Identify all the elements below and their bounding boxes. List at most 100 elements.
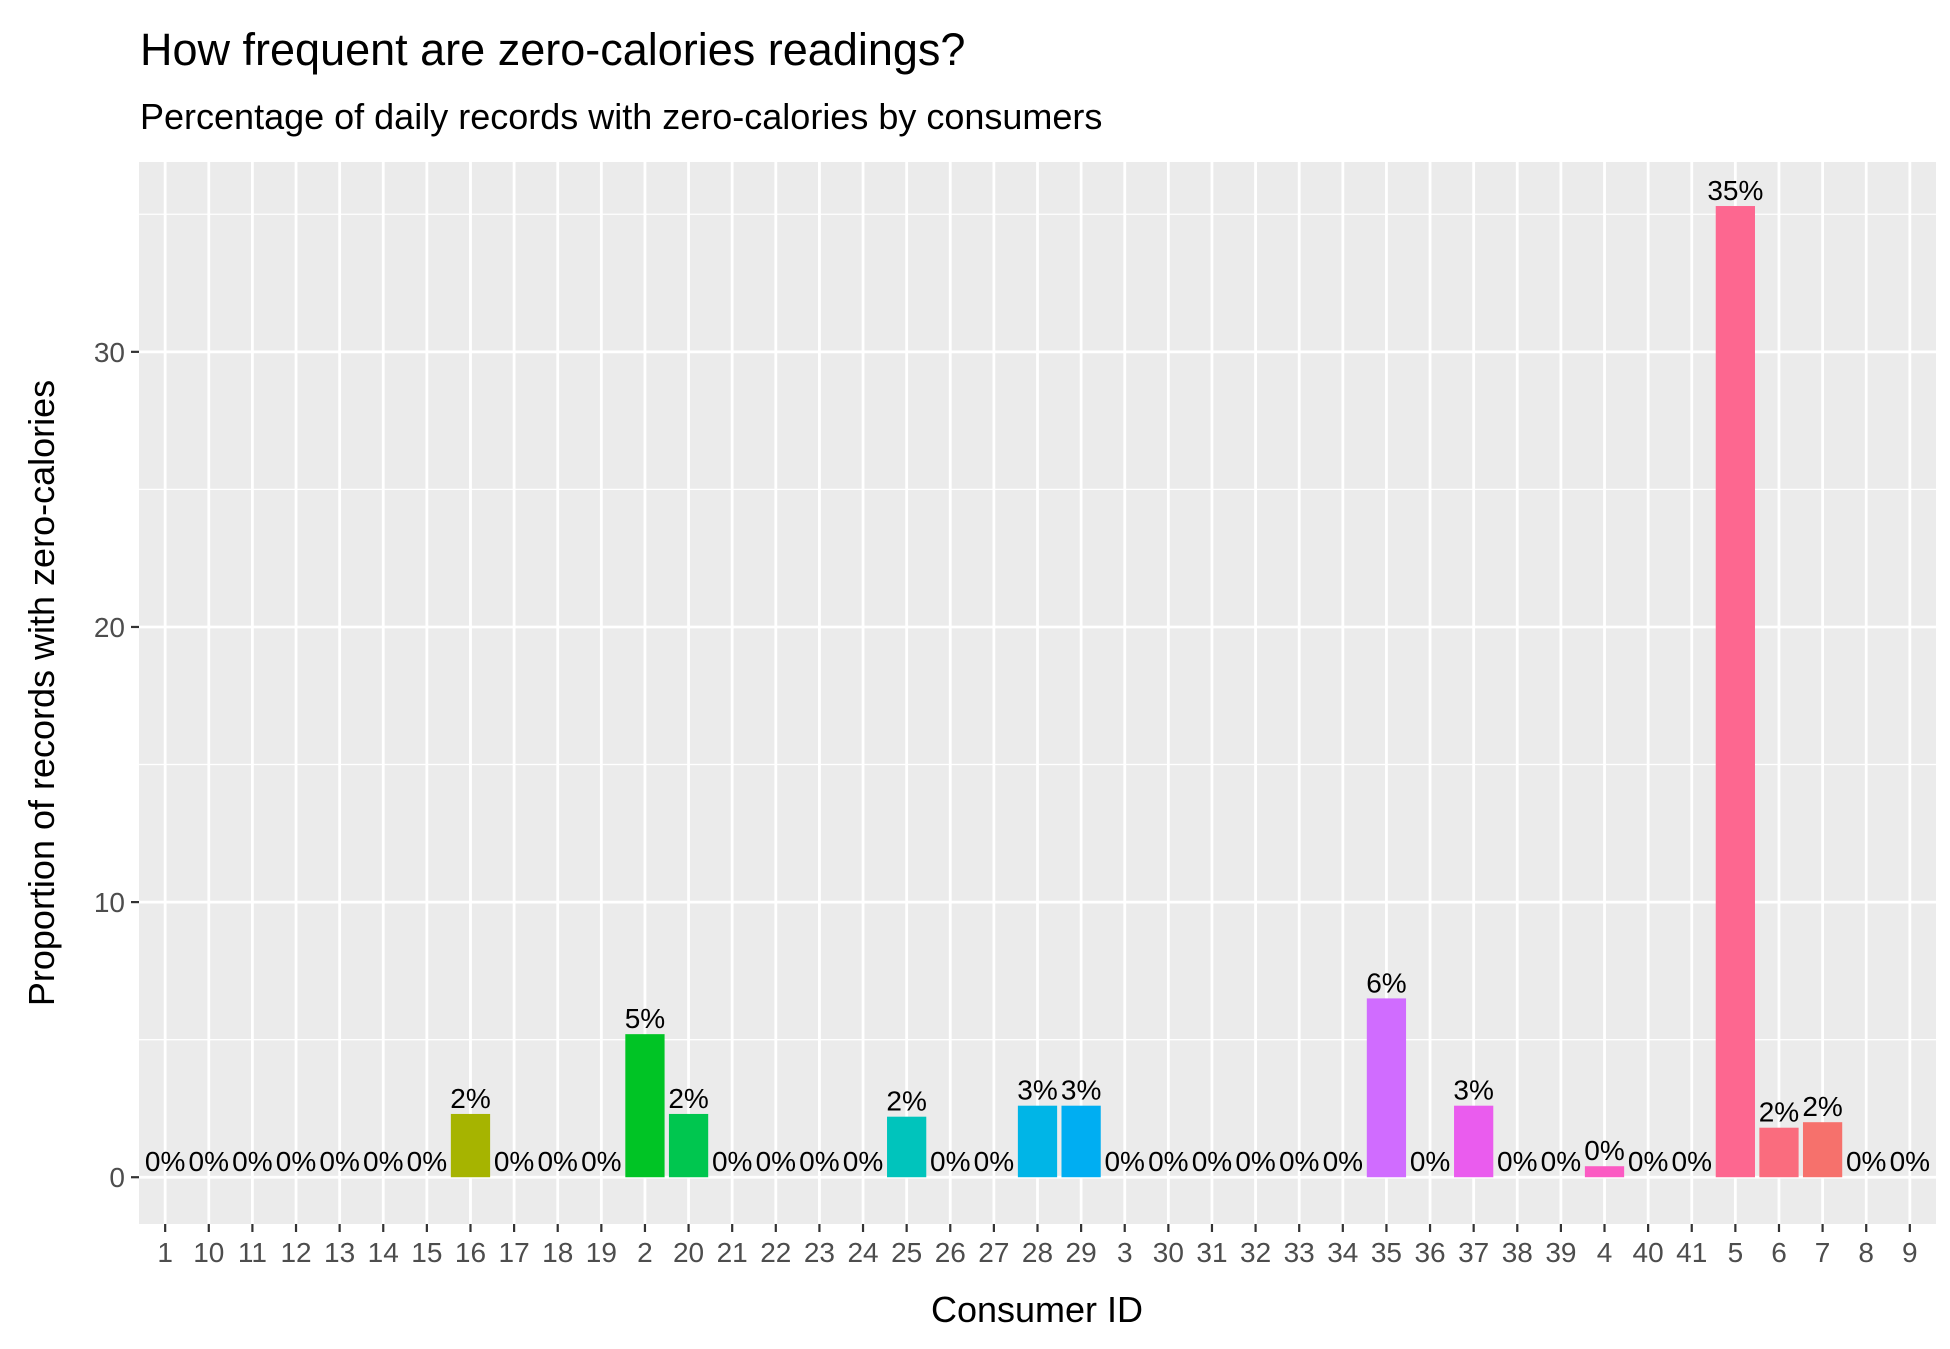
data-label: 3% [1061,1075,1101,1106]
data-label: 2% [886,1086,926,1117]
x-tick-label: 6 [1771,1237,1787,1268]
y-tick-label: 20 [94,612,125,643]
bar [625,1034,665,1178]
x-tick-label: 35 [1371,1237,1402,1268]
data-label: 0% [1541,1146,1581,1177]
data-label: 0% [1497,1146,1537,1177]
y-tick-label: 10 [94,887,125,918]
chart-title: How frequent are zero-calories readings? [140,24,965,75]
data-label: 0% [1628,1146,1668,1177]
data-label: 0% [1192,1146,1232,1177]
x-tick-label: 14 [368,1237,399,1268]
bar [1061,1105,1101,1178]
data-label: 0% [1584,1135,1624,1166]
x-tick-label: 37 [1458,1237,1489,1268]
bar [1454,1105,1494,1178]
y-tick-label: 0 [109,1162,125,1193]
x-tick-label: 40 [1633,1237,1664,1268]
x-tick-label: 23 [804,1237,835,1268]
data-label: 0% [145,1146,185,1177]
data-label: 0% [843,1146,883,1177]
x-tick-label: 4 [1597,1237,1613,1268]
x-tick-label: 39 [1545,1237,1576,1268]
data-label: 3% [1453,1075,1493,1106]
x-tick-label: 7 [1815,1237,1831,1268]
data-label: 0% [974,1146,1014,1177]
x-tick-label: 10 [193,1237,224,1268]
x-tick-label: 12 [280,1237,311,1268]
y-axis-title: Proportion of records with zero-calories [21,380,62,1006]
y-tick-label: 30 [94,337,125,368]
data-label: 2% [668,1083,708,1114]
data-label: 0% [276,1146,316,1177]
data-label: 0% [1148,1146,1188,1177]
x-tick-label: 32 [1240,1237,1271,1268]
x-tick-label: 26 [935,1237,966,1268]
x-axis-title: Consumer ID [931,1289,1143,1330]
x-tick-label: 20 [673,1237,704,1268]
x-tick-label: 5 [1728,1237,1744,1268]
bar [1802,1122,1843,1178]
x-tick-label: 30 [1153,1237,1184,1268]
data-label: 0% [930,1146,970,1177]
data-label: 0% [189,1146,229,1177]
x-tick-label: 19 [586,1237,617,1268]
bar [1759,1127,1799,1178]
data-label: 0% [407,1146,447,1177]
x-tick-label: 38 [1502,1237,1533,1268]
data-label: 0% [1279,1146,1319,1177]
x-tick-label: 2 [637,1237,653,1268]
bar [1366,998,1407,1178]
x-tick-label: 24 [847,1237,878,1268]
x-tick-label: 31 [1196,1237,1227,1268]
data-label: 0% [1104,1146,1144,1177]
x-axis: 1 10 11 12 13 14 15 16 17 18 19 2 20 21 22 23 24 25 26 27 28… [157,1224,1918,1268]
bar-series [450,206,1843,1178]
x-tick-label: 27 [978,1237,1009,1268]
x-tick-label: 11 [238,1237,267,1268]
data-label: 0% [1235,1146,1275,1177]
data-label: 0% [799,1146,839,1177]
x-tick-label: 17 [499,1237,530,1268]
x-tick-label: 16 [455,1237,486,1268]
data-label: 2% [450,1083,490,1114]
x-tick-label: 18 [542,1237,573,1268]
bar [1017,1105,1058,1178]
data-label: 0% [537,1146,577,1177]
bar [450,1113,491,1178]
data-label: 0% [1890,1146,1930,1177]
chart-subtitle: Percentage of daily records with zero-ca… [140,96,1102,137]
x-tick-label: 8 [1858,1237,1874,1268]
data-label: 35% [1707,175,1763,206]
data-label: 2% [1802,1091,1842,1122]
bar [668,1113,709,1178]
data-label: 0% [1323,1146,1363,1177]
x-tick-label: 41 [1676,1237,1707,1268]
x-tick-label: 21 [717,1237,748,1268]
data-label: 0% [1672,1146,1712,1177]
data-labels: 0% 0% 0% 0% 0% 0% 0%2%0% 0% 0%5%2%0% 0% 0% 0%2%0% 0%… [145,175,1930,1177]
data-label: 0% [363,1146,403,1177]
x-tick-label: 3 [1117,1237,1133,1268]
data-label: 6% [1366,967,1406,998]
data-label: 0% [712,1146,752,1177]
data-label: 0% [494,1146,534,1177]
x-tick-label: 33 [1284,1237,1315,1268]
data-label: 0% [319,1146,359,1177]
data-label: 3% [1017,1075,1057,1106]
x-tick-label: 13 [324,1237,355,1268]
data-label: 0% [756,1146,796,1177]
x-tick-label: 29 [1066,1237,1097,1268]
bar [887,1116,927,1178]
data-label: 5% [625,1003,665,1034]
data-label: 0% [1410,1146,1450,1177]
data-label: 0% [581,1146,621,1177]
x-tick-label: 28 [1022,1237,1053,1268]
data-label: 2% [1759,1097,1799,1128]
x-tick-label: 34 [1327,1237,1358,1268]
bar [1715,206,1755,1178]
x-tick-label: 36 [1414,1237,1445,1268]
x-tick-label: 15 [411,1237,442,1268]
bar [1584,1166,1625,1178]
